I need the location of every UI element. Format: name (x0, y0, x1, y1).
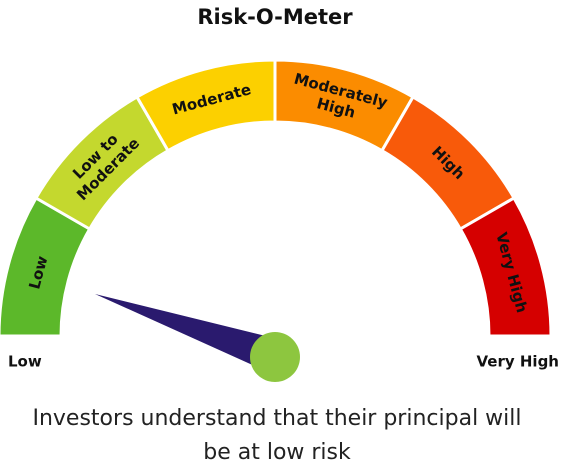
needle (95, 294, 282, 372)
caption-line: be at low risk (203, 440, 351, 465)
needle-hub (250, 332, 300, 382)
title: Risk-O-Meter (197, 5, 353, 29)
end-label-high: Very High (477, 353, 559, 371)
risk-segment (458, 195, 553, 338)
caption-line: Investors understand that their principa… (32, 406, 521, 431)
end-label-low: Low (8, 353, 42, 371)
